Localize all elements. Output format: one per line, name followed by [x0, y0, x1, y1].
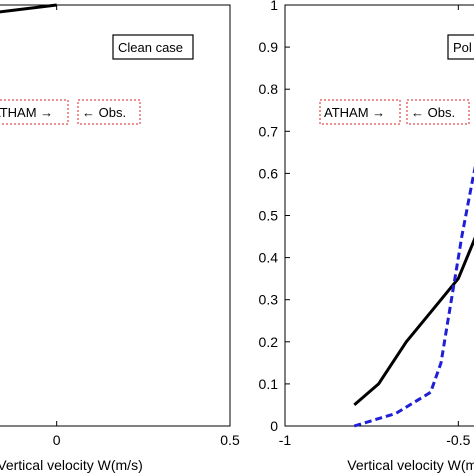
x-tick-label: -1 — [279, 432, 292, 448]
series-obs-line — [0, 3, 57, 14]
atham-annotation-box — [0, 99, 69, 125]
atham-annotation-box — [319, 99, 401, 125]
case-label-box — [447, 34, 474, 60]
x-axis-label: Vertical velocity W(m/s) — [0, 457, 143, 473]
case-label: Clean case — [118, 40, 183, 55]
obs-annotation: ← Obs. — [411, 105, 455, 120]
series-obs-line — [353, 236, 474, 407]
obs-annotation-box — [77, 99, 141, 125]
atham-annotation: ATHAM → — [324, 105, 385, 120]
case-label: Pol — [453, 40, 472, 55]
y-tick-label: 0.1 — [259, 376, 279, 392]
obs-annotation: ← Obs. — [82, 105, 126, 120]
x-tick-label: 0.5 — [220, 432, 240, 448]
x-tick-label: -0.5 — [446, 432, 470, 448]
right-panel: -1-0.5000.10.20.30.40.50.60.70.80.91PolA… — [259, 0, 474, 473]
y-tick-label: 0.9 — [259, 39, 279, 55]
atham-annotation: ATHAM → — [0, 105, 53, 120]
y-tick-label: 0 — [270, 418, 278, 434]
x-axis-label: Vertical velocity W(m/s) — [347, 457, 474, 473]
y-tick-label: 0.3 — [259, 292, 279, 308]
y-tick-label: 0.8 — [259, 81, 279, 97]
series-atham-line — [353, 165, 474, 428]
axes-frame — [0, 4, 231, 427]
y-tick-label: 1 — [270, 0, 278, 13]
y-tick-label: 0.4 — [259, 250, 279, 266]
obs-annotation-box — [406, 99, 470, 125]
axes-frame — [284, 4, 474, 427]
y-tick-label: 0.7 — [259, 123, 279, 139]
y-tick-label: 0.5 — [259, 208, 279, 224]
case-label-box — [112, 34, 194, 60]
y-tick-label: 0.2 — [259, 334, 279, 350]
x-tick-label: 0 — [53, 432, 61, 448]
y-tick-label: 0.6 — [259, 165, 279, 181]
